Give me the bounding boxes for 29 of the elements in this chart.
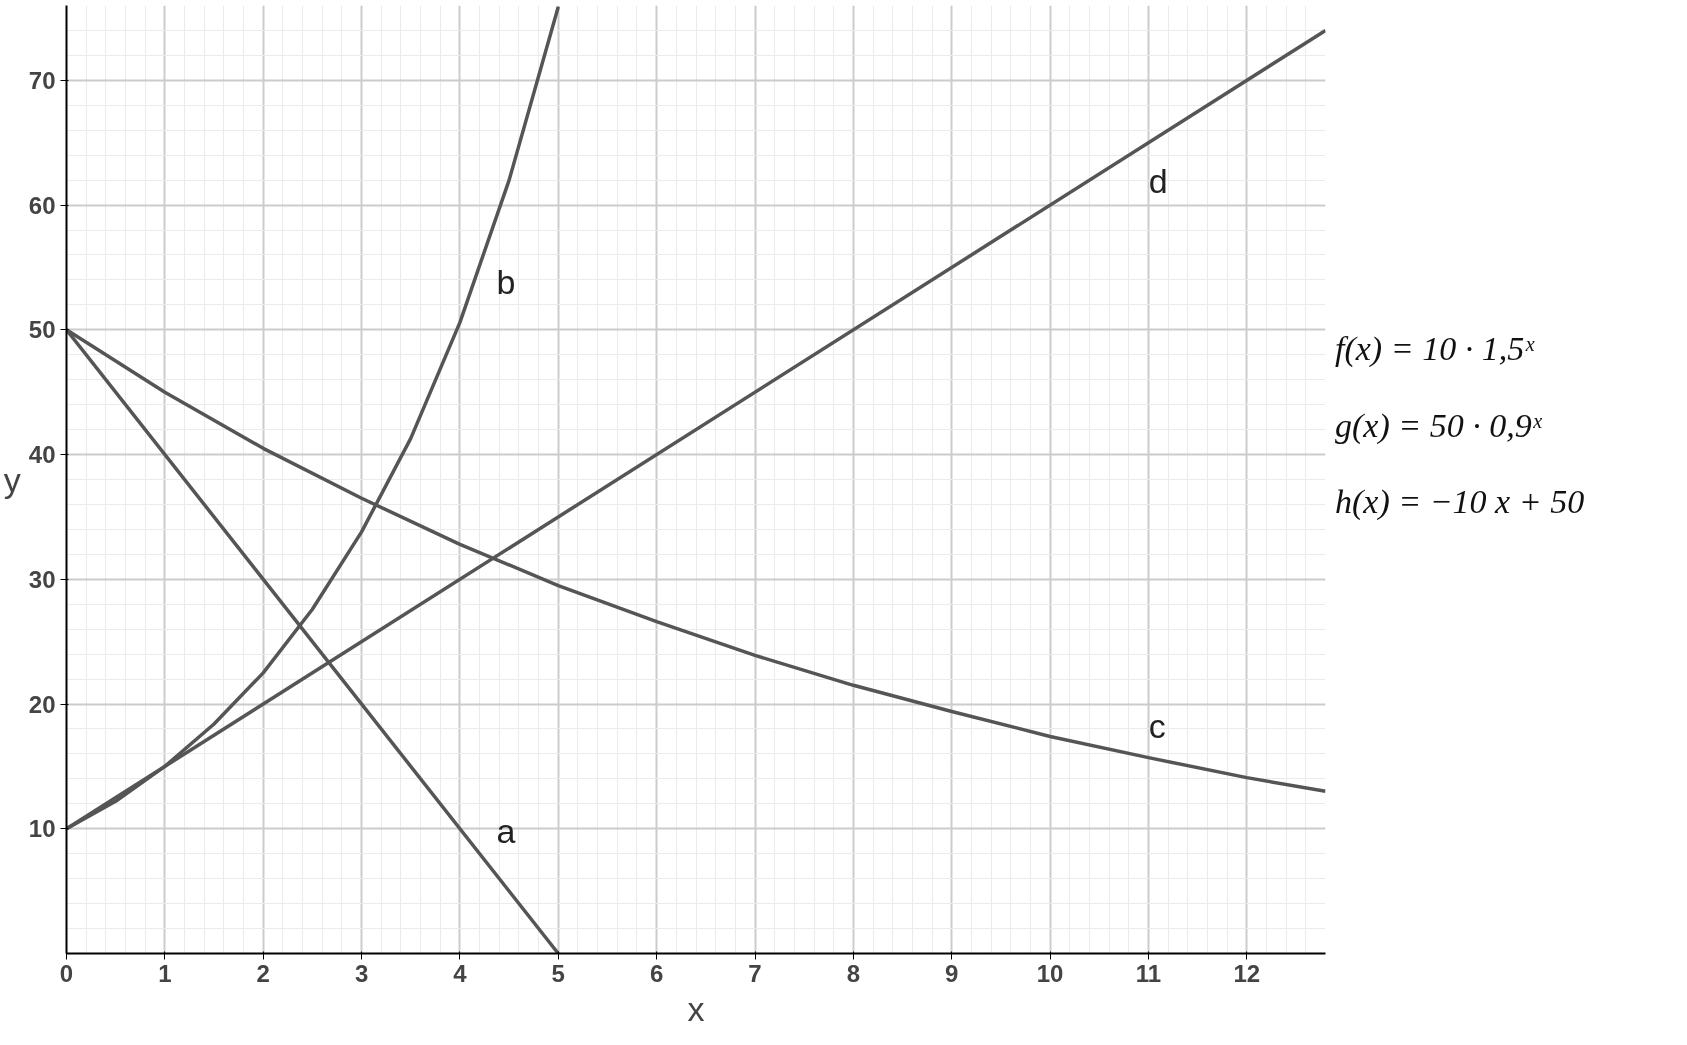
x-tick-label: 1 bbox=[158, 959, 172, 987]
series-label: b bbox=[496, 263, 516, 302]
series-label: a bbox=[496, 811, 516, 850]
x-tick-label: 7 bbox=[748, 959, 762, 987]
x-tick-label: 5 bbox=[551, 959, 565, 987]
x-tick-label: 10 bbox=[1036, 959, 1064, 987]
x-tick-label: 9 bbox=[945, 959, 959, 987]
x-tick-label: 4 bbox=[453, 959, 468, 987]
y-tick-label: 30 bbox=[28, 565, 56, 593]
x-axis-title: x bbox=[687, 989, 705, 1028]
text: g(x) = 50 · 0,9ˣ bbox=[1335, 405, 1543, 446]
x-tick-label: 0 bbox=[59, 959, 74, 987]
y-axis-title: y bbox=[3, 460, 21, 499]
y-tick-label: 20 bbox=[28, 690, 56, 718]
text: h(x) = −10 x + 50 bbox=[1335, 482, 1585, 523]
y-tick-label: 70 bbox=[28, 66, 56, 94]
y-tick-label: 10 bbox=[28, 815, 56, 843]
y-tick-label: 60 bbox=[28, 191, 56, 219]
x-tick-label: 6 bbox=[649, 959, 664, 987]
x-tick-label: 8 bbox=[846, 959, 861, 987]
y-tick-label: 40 bbox=[28, 441, 56, 469]
x-tick-label: 12 bbox=[1233, 959, 1261, 987]
y-tick-label: 50 bbox=[28, 316, 56, 344]
series-label: d bbox=[1148, 162, 1168, 201]
text: f(x) = 10 · 1,5ˣ bbox=[1335, 329, 1536, 369]
x-tick-label: 11 bbox=[1135, 959, 1162, 987]
series-label: c bbox=[1148, 707, 1166, 746]
x-tick-label: 3 bbox=[354, 959, 369, 987]
x-tick-label: 2 bbox=[256, 959, 270, 987]
